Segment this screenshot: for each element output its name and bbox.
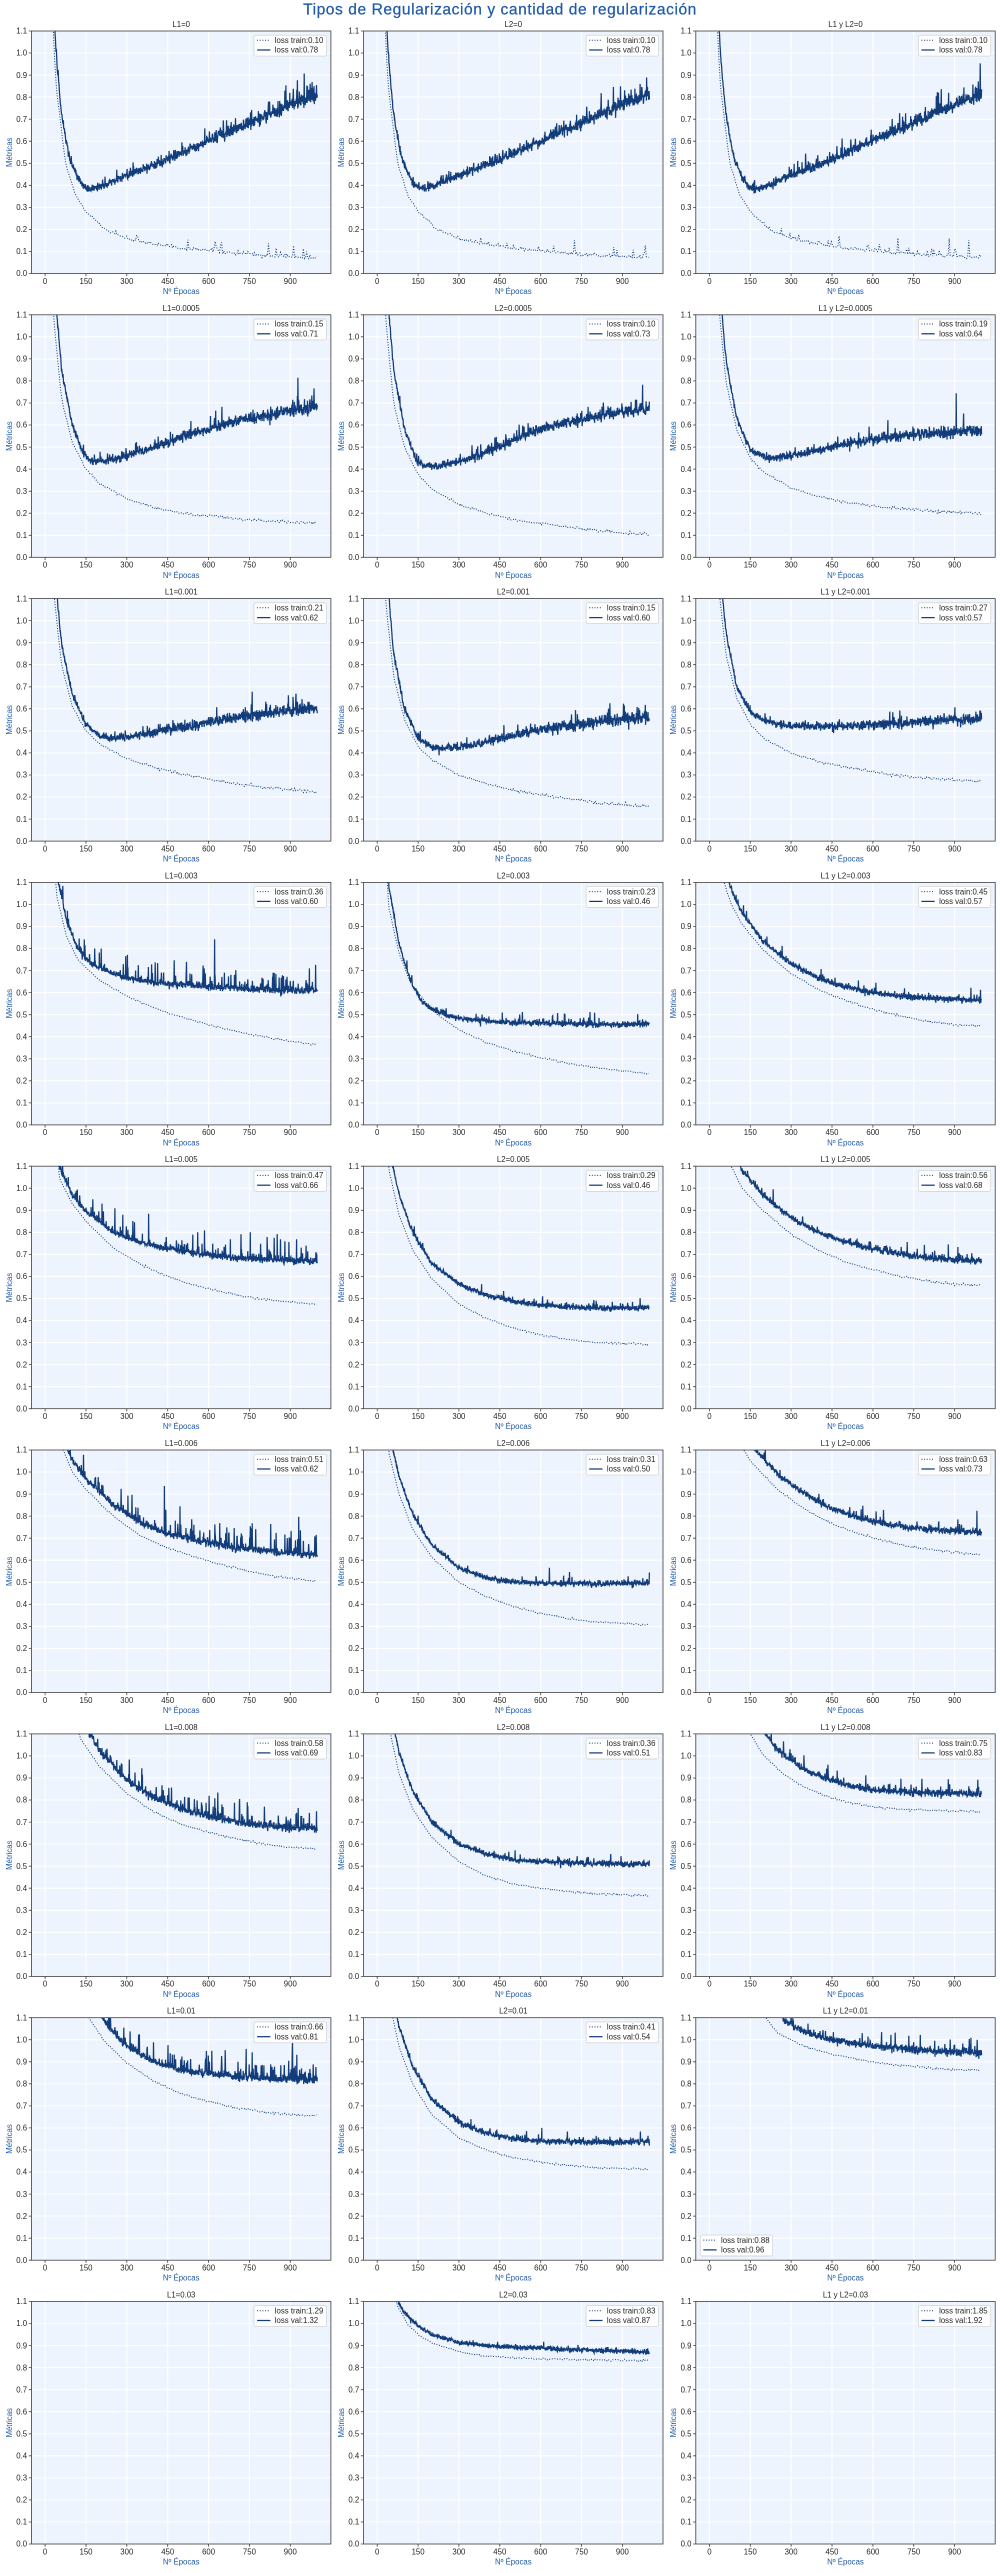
svg-text:loss val:0.62: loss val:0.62 xyxy=(275,613,318,622)
svg-text:L2=0: L2=0 xyxy=(505,20,523,29)
svg-text:L2=0.003: L2=0.003 xyxy=(497,871,530,880)
svg-text:loss val:0.83: loss val:0.83 xyxy=(939,1749,982,1758)
svg-text:L1=0.0005: L1=0.0005 xyxy=(163,304,201,313)
svg-text:loss val:0.60: loss val:0.60 xyxy=(607,613,651,622)
svg-text:loss train:0.19: loss train:0.19 xyxy=(939,320,988,329)
svg-text:L1=0.003: L1=0.003 xyxy=(165,871,198,880)
svg-text:L2=0.01: L2=0.01 xyxy=(499,2007,527,2016)
svg-text:L1 y L2=0.005: L1 y L2=0.005 xyxy=(821,1155,871,1164)
svg-text:L1 y L2=0: L1 y L2=0 xyxy=(828,20,863,29)
svg-text:loss train:0.15: loss train:0.15 xyxy=(607,604,656,613)
svg-text:loss val:0.57: loss val:0.57 xyxy=(939,613,982,622)
svg-text:loss train:0.88: loss train:0.88 xyxy=(721,2236,770,2245)
svg-text:loss val:0.78: loss val:0.78 xyxy=(939,46,982,55)
svg-text:loss val:1.92: loss val:1.92 xyxy=(939,2316,982,2325)
svg-text:loss train:0.27: loss train:0.27 xyxy=(939,604,988,613)
svg-text:L1=0.03: L1=0.03 xyxy=(167,2291,195,2300)
svg-text:loss train:0.10: loss train:0.10 xyxy=(939,36,988,45)
svg-text:L1=0.005: L1=0.005 xyxy=(165,1155,198,1164)
svg-text:L1 y L2=0.01: L1 y L2=0.01 xyxy=(823,2007,868,2016)
svg-text:loss val:0.60: loss val:0.60 xyxy=(275,897,319,906)
svg-text:loss train:0.36: loss train:0.36 xyxy=(607,1739,656,1748)
svg-text:L1 y L2=0.0005: L1 y L2=0.0005 xyxy=(819,304,874,313)
svg-text:loss val:0.96: loss val:0.96 xyxy=(721,2246,764,2255)
svg-text:loss val:0.46: loss val:0.46 xyxy=(607,897,650,906)
svg-text:loss val:0.57: loss val:0.57 xyxy=(939,897,982,906)
svg-text:loss train:0.56: loss train:0.56 xyxy=(939,1171,988,1180)
svg-text:L1=0.006: L1=0.006 xyxy=(165,1439,198,1448)
svg-text:loss train:1.29: loss train:1.29 xyxy=(275,2306,324,2315)
svg-text:L2=0.0005: L2=0.0005 xyxy=(495,304,533,313)
svg-text:L1=0: L1=0 xyxy=(172,20,190,29)
svg-text:L2=0.006: L2=0.006 xyxy=(497,1439,530,1448)
svg-text:Tipos de Regularización y cant: Tipos de Regularización y cantidad de re… xyxy=(303,2,697,19)
svg-text:loss val:0.73: loss val:0.73 xyxy=(939,1465,982,1474)
svg-text:L1 y L2=0.008: L1 y L2=0.008 xyxy=(821,1723,871,1732)
svg-text:loss train:0.51: loss train:0.51 xyxy=(275,1455,324,1464)
svg-text:loss val:0.54: loss val:0.54 xyxy=(607,2032,651,2041)
svg-text:loss train:0.58: loss train:0.58 xyxy=(275,1739,324,1748)
svg-text:loss train:0.36: loss train:0.36 xyxy=(275,887,324,896)
svg-text:L1=0.01: L1=0.01 xyxy=(167,2007,195,2016)
svg-text:loss val:0.71: loss val:0.71 xyxy=(275,330,318,339)
svg-text:loss val:0.62: loss val:0.62 xyxy=(275,1465,318,1474)
svg-text:L2=0.001: L2=0.001 xyxy=(497,588,530,597)
svg-text:loss val:0.81: loss val:0.81 xyxy=(275,2032,318,2041)
svg-text:loss train:0.15: loss train:0.15 xyxy=(275,320,324,329)
svg-text:loss val:1.32: loss val:1.32 xyxy=(275,2316,318,2325)
svg-text:L2=0.008: L2=0.008 xyxy=(497,1723,530,1732)
svg-text:loss train:0.23: loss train:0.23 xyxy=(607,887,656,896)
svg-text:loss train:0.45: loss train:0.45 xyxy=(939,887,988,896)
svg-text:L1=0.001: L1=0.001 xyxy=(165,588,198,597)
svg-text:loss val:0.51: loss val:0.51 xyxy=(607,1749,650,1758)
svg-text:loss val:0.78: loss val:0.78 xyxy=(275,46,318,55)
svg-text:loss val:0.78: loss val:0.78 xyxy=(607,46,650,55)
svg-text:loss train:0.10: loss train:0.10 xyxy=(275,36,324,45)
svg-text:loss val:0.46: loss val:0.46 xyxy=(607,1181,650,1190)
svg-text:L2=0.005: L2=0.005 xyxy=(497,1155,530,1164)
svg-text:L1 y L2=0.006: L1 y L2=0.006 xyxy=(821,1439,871,1448)
svg-text:loss val:0.66: loss val:0.66 xyxy=(275,1181,318,1190)
svg-text:L1=0.008: L1=0.008 xyxy=(165,1723,198,1732)
svg-text:loss train:0.63: loss train:0.63 xyxy=(939,1455,988,1464)
svg-text:loss train:0.47: loss train:0.47 xyxy=(275,1171,324,1180)
svg-text:loss val:0.68: loss val:0.68 xyxy=(939,1181,982,1190)
svg-text:loss val:0.50: loss val:0.50 xyxy=(607,1465,651,1474)
svg-text:loss train:0.41: loss train:0.41 xyxy=(607,2023,656,2032)
svg-text:loss train:0.29: loss train:0.29 xyxy=(607,1171,656,1180)
svg-text:loss train:0.10: loss train:0.10 xyxy=(607,320,656,329)
svg-text:loss train:0.66: loss train:0.66 xyxy=(275,2023,324,2032)
svg-text:L1 y L2=0.003: L1 y L2=0.003 xyxy=(821,871,871,880)
svg-text:loss train:0.75: loss train:0.75 xyxy=(939,1739,988,1748)
svg-text:L2=0.03: L2=0.03 xyxy=(499,2291,527,2300)
svg-text:loss val:0.73: loss val:0.73 xyxy=(607,330,650,339)
svg-text:loss val:0.64: loss val:0.64 xyxy=(939,330,983,339)
svg-text:loss val:0.69: loss val:0.69 xyxy=(275,1749,318,1758)
svg-text:loss train:0.83: loss train:0.83 xyxy=(607,2306,656,2315)
svg-text:loss train:0.21: loss train:0.21 xyxy=(275,604,324,613)
svg-text:loss val:0.87: loss val:0.87 xyxy=(607,2316,650,2325)
svg-text:loss train:0.10: loss train:0.10 xyxy=(607,36,656,45)
svg-text:L1 y L2=0.03: L1 y L2=0.03 xyxy=(823,2291,868,2300)
svg-text:L1 y L2=0.001: L1 y L2=0.001 xyxy=(821,588,871,597)
svg-text:loss train:1.85: loss train:1.85 xyxy=(939,2306,988,2315)
svg-text:loss train:0.31: loss train:0.31 xyxy=(607,1455,656,1464)
